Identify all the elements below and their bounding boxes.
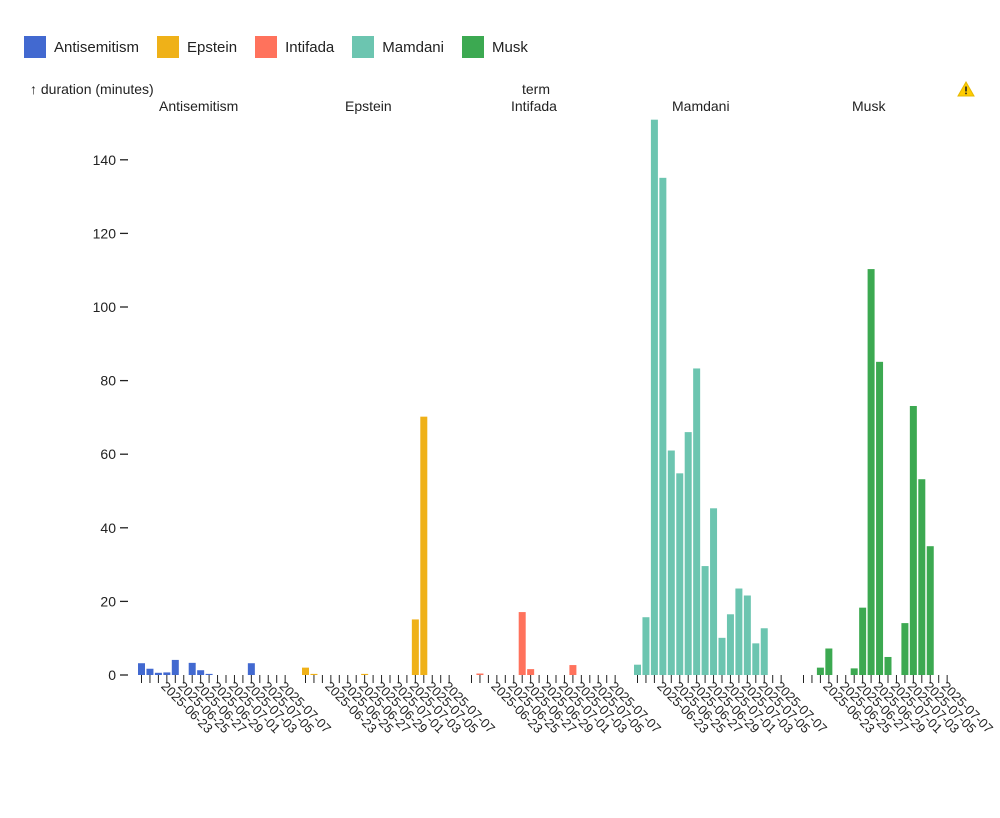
y-tick-label-0: 0 (108, 667, 116, 683)
legend-item-epstein[interactable]: Epstein (157, 36, 237, 58)
bar-mamdani-2025-06-29 (710, 508, 718, 675)
bar-musk-2025-07-02 (901, 623, 909, 675)
legend-item-musk[interactable]: Musk (461, 36, 528, 58)
facet-axis-label: term (522, 81, 550, 97)
bar-epstein-2025-07-04 (420, 416, 428, 675)
y-tick-label-120: 120 (93, 225, 117, 241)
bar-mamdani-2025-07-04 (752, 643, 760, 675)
bar-musk-2025-07-04 (918, 479, 926, 675)
bar-epstein-2025-06-21 (310, 673, 318, 675)
bar-antisemitism-2025-06-22 (154, 672, 162, 675)
bar-musk-2025-06-30 (884, 656, 892, 675)
bar-musk-2025-07-03 (909, 405, 917, 675)
bar-intifada-2025-07-02 (569, 665, 577, 675)
bar-antisemitism-2025-06-20 (138, 663, 145, 675)
bar-antisemitism-2025-06-27 (197, 670, 205, 675)
legend-label-mamdani: Mamdani (382, 38, 444, 56)
legend-label-antisemitism: Antisemitism (54, 38, 140, 56)
bar-mamdani-2025-07-01 (726, 614, 734, 675)
bar-intifada-2025-06-21 (476, 673, 484, 675)
legend-item-antisemitism[interactable]: Antisemitism (24, 36, 139, 58)
bar-epstein-2025-07-03 (411, 619, 419, 675)
bar-mamdani-2025-07-02 (735, 588, 743, 675)
legend-label-intifada: Intifada (285, 38, 335, 56)
legend-swatch-epstein (157, 36, 180, 58)
facet-title-epstein: Epstein (345, 98, 392, 114)
bar-musk-2025-06-29 (876, 361, 884, 675)
legend-swatch-mamdani (352, 36, 375, 58)
y-axis-label: ↑ duration (minutes) (30, 81, 154, 97)
bar-mamdani-2025-06-22 (650, 119, 658, 676)
bar-mamdani-2025-06-20 (634, 664, 641, 675)
bar-mamdani-2025-06-25 (676, 473, 684, 675)
legend-label-musk: Musk (491, 38, 528, 56)
bar-antisemitism-2025-06-28 (205, 673, 213, 675)
y-tick-label-140: 140 (93, 152, 117, 168)
facet-title-mamdani: Mamdani (672, 98, 730, 114)
bar-mamdani-2025-07-05 (760, 628, 768, 675)
bar-mamdani-2025-06-21 (642, 617, 650, 675)
legend-swatch-intifada (255, 36, 278, 58)
y-tick-label-20: 20 (100, 593, 116, 609)
bar-antisemitism-2025-07-03 (247, 663, 255, 675)
bar-musk-2025-06-27 (859, 607, 867, 675)
bar-epstein-2025-06-27 (361, 673, 369, 675)
bar-mamdani-2025-06-30 (718, 637, 726, 675)
bar-mamdani-2025-06-26 (684, 432, 692, 675)
y-tick-label-80: 80 (100, 373, 116, 389)
bar-musk-2025-06-26 (850, 668, 858, 675)
facet-title-intifada: Intifada (511, 98, 557, 114)
bar-mamdani-2025-06-24 (667, 450, 675, 675)
bar-intifada-2025-06-26 (518, 612, 526, 675)
legend-item-intifada[interactable]: Intifada (255, 36, 334, 58)
bar-musk-2025-06-28 (867, 269, 875, 675)
bar-mamdani-2025-07-03 (743, 595, 751, 675)
y-tick-label-100: 100 (93, 299, 117, 315)
bar-antisemitism-2025-06-26 (188, 662, 196, 675)
warning-icon[interactable] (957, 81, 975, 97)
facet-title-musk: Musk (852, 98, 886, 114)
legend-swatch-antisemitism (24, 36, 46, 58)
bar-intifada-2025-06-27 (527, 669, 535, 675)
legend: Antisemitism Epstein Intifada Mamdani Mu… (24, 36, 528, 58)
legend-swatch-musk (461, 36, 484, 58)
y-tick-label-60: 60 (100, 446, 116, 462)
bar-antisemitism-2025-06-23 (163, 672, 171, 675)
bar-antisemitism-2025-06-24 (171, 659, 179, 675)
bar-mamdani-2025-06-27 (693, 368, 701, 675)
legend-label-epstein: Epstein (187, 38, 238, 56)
bar-mamdani-2025-06-23 (659, 177, 667, 675)
bar-musk-2025-07-05 (926, 546, 934, 675)
bar-epstein-2025-06-20 (302, 667, 309, 675)
bar-mamdani-2025-06-28 (701, 566, 709, 675)
bar-musk-2025-06-23 (825, 648, 833, 675)
bar-musk-2025-06-22 (816, 667, 824, 675)
bar-antisemitism-2025-06-21 (146, 668, 154, 675)
legend-item-mamdani[interactable]: Mamdani (352, 36, 444, 58)
facet-title-antisemitism: Antisemitism (159, 98, 239, 114)
y-tick-label-40: 40 (100, 520, 116, 536)
